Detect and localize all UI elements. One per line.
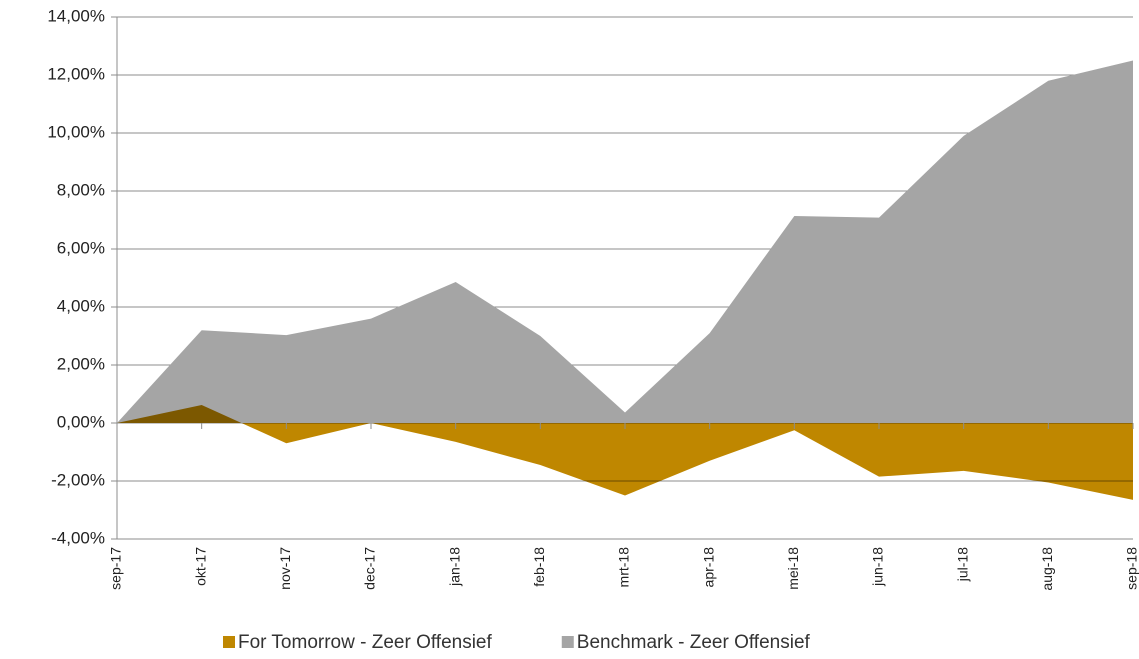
- y-tick-label: 0,00%: [57, 412, 105, 431]
- x-tick-label: mei-18: [785, 547, 801, 590]
- x-tick-label: aug-18: [1039, 547, 1055, 591]
- x-tick-label: jun-18: [870, 547, 886, 587]
- y-tick-label: -4,00%: [51, 528, 105, 547]
- y-tick-label: 8,00%: [57, 180, 105, 199]
- y-tick-label: 4,00%: [57, 296, 105, 315]
- y-tick-label: 10,00%: [47, 122, 105, 141]
- y-tick-label: 14,00%: [47, 6, 105, 25]
- legend-swatch: [223, 636, 235, 648]
- x-tick-label: dec-17: [362, 547, 378, 590]
- x-tick-label: jul-18: [954, 547, 970, 582]
- x-tick-label: nov-17: [277, 547, 293, 590]
- x-tick-label: feb-18: [531, 547, 547, 587]
- x-tick-label: mrt-18: [616, 547, 632, 588]
- x-tick-label: apr-18: [700, 547, 716, 588]
- legend: For Tomorrow - Zeer Offensief Benchmark -…: [223, 632, 811, 653]
- legend-label: For Tomorrow - Zeer Offensief: [238, 632, 492, 653]
- x-tick-label: sep-18: [1124, 547, 1139, 590]
- y-tick-label: -2,00%: [51, 470, 105, 489]
- legend-swatch: [561, 636, 574, 648]
- y-tick-label: 6,00%: [57, 238, 105, 257]
- x-tick-label: jan-18: [446, 547, 462, 587]
- x-tick-label: okt-17: [192, 547, 208, 586]
- area: [117, 60, 1133, 423]
- y-tick-label: 2,00%: [57, 354, 105, 373]
- y-tick-label: 12,00%: [47, 64, 105, 83]
- x-tick-label: sep-17: [108, 547, 124, 590]
- legend-label: Benchmark - Zeer Offensief: [577, 632, 811, 653]
